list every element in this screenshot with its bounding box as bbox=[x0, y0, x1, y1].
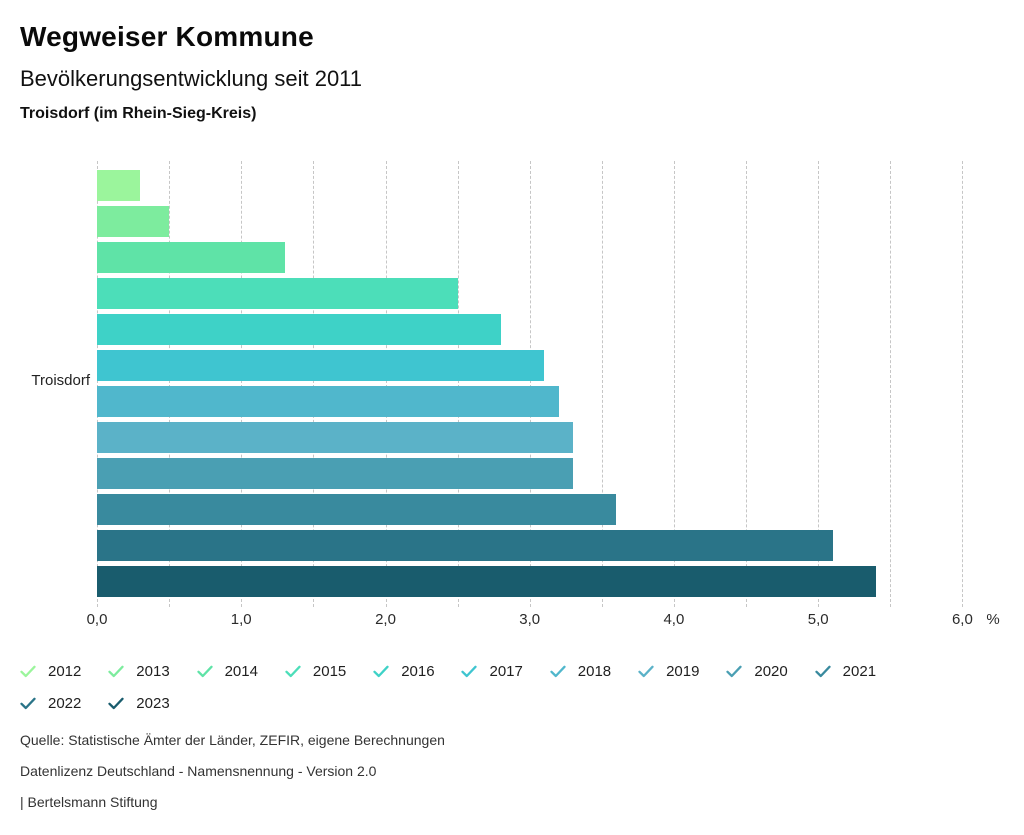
chart-region-label: Troisdorf (im Rhein-Sieg-Kreis) bbox=[20, 105, 257, 122]
check-icon bbox=[108, 697, 124, 709]
brand-note: | Bertelsmann Stiftung bbox=[20, 794, 158, 810]
legend-label: 2016 bbox=[401, 662, 435, 680]
y-axis-label: Troisdorf bbox=[31, 372, 90, 389]
legend-item-2023[interactable]: 2023 bbox=[108, 695, 196, 712]
legend-item-2012[interactable]: 2012 bbox=[20, 663, 108, 680]
bar-2014[interactable] bbox=[97, 242, 285, 273]
footer: Quelle: Statistische Ämter der Länder, Z… bbox=[20, 732, 445, 825]
legend-label: 2021 bbox=[842, 662, 877, 680]
x-tick-label: 3,0 bbox=[519, 611, 541, 628]
check-icon bbox=[20, 697, 36, 709]
check-icon bbox=[550, 665, 566, 677]
legend-label: 2019 bbox=[666, 662, 700, 680]
gridline bbox=[97, 161, 98, 607]
legend-row: 2012 2013 2014 2015 2016 2017 2018 2019 2020 2021 bbox=[20, 655, 903, 687]
bars bbox=[97, 170, 876, 597]
gridline bbox=[169, 161, 171, 607]
check-icon bbox=[638, 665, 654, 677]
license-note: Datenlizenz Deutschland - Namensnennung … bbox=[20, 763, 377, 779]
source-note: Quelle: Statistische Ämter der Länder, Z… bbox=[20, 732, 445, 748]
legend-item-2019[interactable]: 2019 bbox=[638, 663, 726, 680]
legend-label: 2014 bbox=[224, 662, 258, 680]
bar-2018[interactable] bbox=[97, 386, 559, 417]
legend-label: 2020 bbox=[754, 662, 788, 680]
plot-area bbox=[97, 161, 1010, 607]
legend-item-2017[interactable]: 2017 bbox=[461, 663, 549, 680]
check-icon bbox=[726, 665, 743, 677]
gridline bbox=[962, 161, 964, 607]
bar-2013[interactable] bbox=[97, 206, 170, 237]
page-title: Wegweiser Kommune bbox=[20, 21, 314, 52]
legend-label: 2018 bbox=[577, 662, 612, 680]
gridline bbox=[313, 161, 315, 607]
bar-2015[interactable] bbox=[97, 278, 458, 309]
legend-label: 2023 bbox=[136, 694, 170, 712]
bar-2019[interactable] bbox=[97, 422, 573, 453]
gridline bbox=[385, 161, 387, 607]
gridline bbox=[746, 161, 748, 607]
gridline bbox=[601, 161, 603, 607]
gridline bbox=[457, 161, 459, 607]
bar-2022[interactable] bbox=[97, 530, 833, 561]
check-icon bbox=[108, 665, 124, 677]
x-tick-label: 6,0 bbox=[951, 611, 973, 628]
legend-item-2021[interactable]: 2021 bbox=[815, 663, 903, 680]
check-icon bbox=[285, 665, 301, 677]
legend-label: 2017 bbox=[489, 662, 523, 680]
bar-2021[interactable] bbox=[97, 494, 617, 525]
legend-item-2020[interactable]: 2020 bbox=[726, 663, 814, 680]
bar-2012[interactable] bbox=[97, 170, 141, 201]
legend: 2012 2013 2014 2015 2016 2017 2018 2019 2020 2021… bbox=[20, 655, 903, 719]
legend-item-2015[interactable]: 2015 bbox=[285, 663, 373, 680]
gridline bbox=[890, 161, 892, 607]
check-icon bbox=[373, 665, 389, 677]
legend-label: 2022 bbox=[48, 694, 82, 712]
gridline bbox=[529, 161, 531, 607]
unit-label: % bbox=[986, 611, 1000, 628]
legend-item-2022[interactable]: 2022 bbox=[20, 695, 108, 712]
x-tick-label: 5,0 bbox=[807, 611, 829, 628]
legend-label: 2012 bbox=[48, 662, 82, 680]
bar-2016[interactable] bbox=[97, 314, 501, 345]
legend-row: 2022 2023 bbox=[20, 687, 903, 719]
legend-label: 2013 bbox=[136, 662, 170, 680]
bar-2023[interactable] bbox=[97, 566, 876, 597]
legend-item-2018[interactable]: 2018 bbox=[550, 663, 638, 680]
x-tick-label: 2,0 bbox=[375, 611, 396, 628]
check-icon bbox=[20, 665, 36, 677]
legend-item-2013[interactable]: 2013 bbox=[108, 663, 196, 680]
legend-item-2014[interactable]: 2014 bbox=[196, 662, 285, 680]
gridline bbox=[241, 161, 243, 607]
check-icon bbox=[196, 665, 213, 677]
legend-item-2016[interactable]: 2016 bbox=[373, 663, 461, 680]
x-tick-label: 1,0 bbox=[230, 611, 252, 628]
x-axis: % 0,0 1,0 2,0 3,0 4,0 5,0 6,0 bbox=[87, 611, 1010, 633]
bar-2017[interactable] bbox=[97, 350, 545, 381]
check-icon bbox=[815, 665, 831, 677]
x-tick-label: 4,0 bbox=[663, 611, 685, 628]
x-tick-label: 0,0 bbox=[86, 611, 108, 628]
chart-subtitle: Bevölkerungsentwicklung seit 2011 bbox=[20, 66, 363, 91]
check-icon bbox=[461, 665, 478, 677]
bar-2020[interactable] bbox=[97, 458, 573, 489]
legend-label: 2015 bbox=[312, 662, 347, 680]
gridline bbox=[673, 161, 675, 607]
gridline bbox=[818, 161, 820, 607]
